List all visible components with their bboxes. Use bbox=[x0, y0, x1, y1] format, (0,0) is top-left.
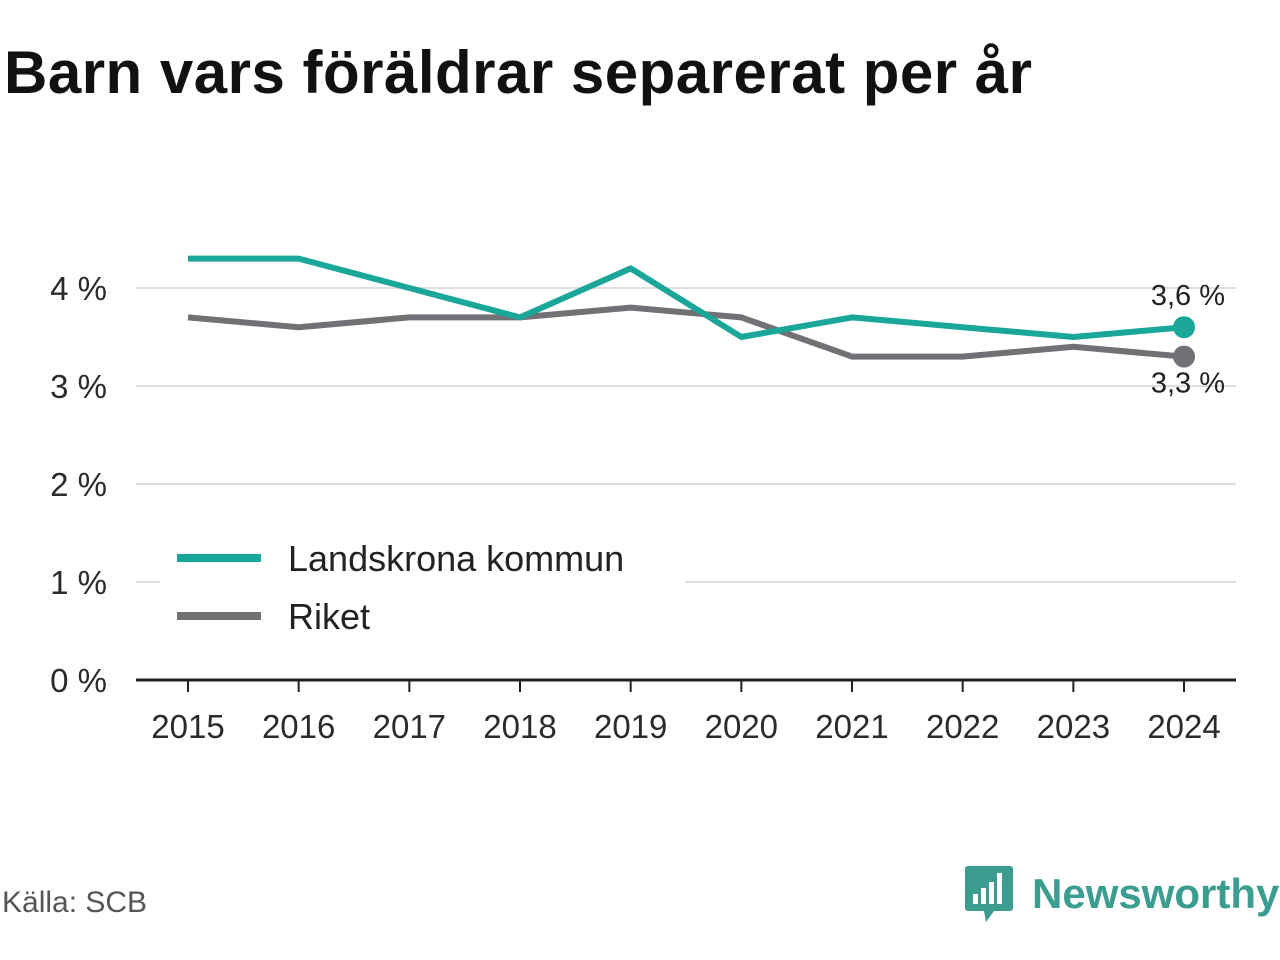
brand-name: Newsworthy bbox=[1032, 870, 1280, 917]
newsworthy-logo-icon bbox=[965, 866, 1013, 922]
line-chart: 0 % 1 % 2 % 3 % 4 % 2015 2016 2017 2018 2019 2020 2… bbox=[50, 255, 1236, 745]
x-tick-label: 2019 bbox=[594, 708, 667, 745]
x-tick-label: 2016 bbox=[262, 708, 335, 745]
chart-title: Barn vars föräldrar separerat per år bbox=[4, 39, 1033, 106]
y-tick-label: 3 % bbox=[50, 368, 107, 405]
series-line-riket bbox=[187, 304, 1185, 360]
end-point-riket bbox=[1173, 345, 1196, 368]
legend-label-landskrona: Landskrona kommun bbox=[288, 538, 624, 579]
end-point-landskrona bbox=[1173, 316, 1196, 339]
x-tick-label: 2017 bbox=[373, 708, 446, 745]
series-line-landskrona bbox=[188, 255, 1185, 340]
y-tick-label: 0 % bbox=[50, 662, 107, 699]
brand-logo: Newsworthy bbox=[964, 864, 1279, 924]
x-tick-label: 2021 bbox=[815, 708, 888, 745]
x-tick-label: 2023 bbox=[1037, 708, 1110, 745]
y-tick-label: 4 % bbox=[50, 270, 107, 307]
y-tick-label: 1 % bbox=[50, 564, 107, 601]
x-tick-label: 2018 bbox=[483, 708, 556, 745]
end-label-riket: 3,3 % bbox=[1151, 368, 1225, 400]
x-tick-label: 2024 bbox=[1147, 708, 1220, 745]
x-tick-label: 2022 bbox=[926, 708, 999, 745]
source-note: Källa: SCB bbox=[2, 886, 148, 919]
x-tick-label: 2015 bbox=[151, 708, 224, 745]
y-tick-label: 2 % bbox=[50, 466, 107, 503]
legend-label-riket: Riket bbox=[288, 596, 370, 637]
x-tick-label: 2020 bbox=[705, 708, 778, 745]
end-label-landskrona: 3,6 % bbox=[1151, 280, 1225, 312]
